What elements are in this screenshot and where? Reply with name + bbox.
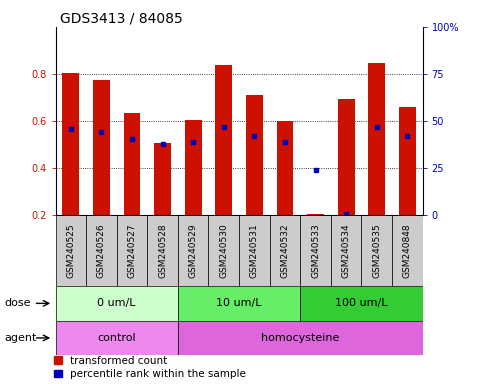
FancyBboxPatch shape [300,215,331,286]
Text: homocysteine: homocysteine [261,333,340,343]
Bar [246,95,263,215]
Text: 100 um/L: 100 um/L [335,298,388,308]
Text: GSM240528: GSM240528 [158,223,167,278]
Text: dose: dose [5,298,31,308]
FancyBboxPatch shape [392,215,423,286]
Bar [178,286,300,321]
Bar [154,143,171,215]
Bar [93,80,110,215]
Bar [369,63,385,215]
Bar [178,321,423,355]
FancyBboxPatch shape [178,215,209,286]
Legend: transformed count, percentile rank within the sample: transformed count, percentile rank withi… [54,356,246,379]
Text: GSM240527: GSM240527 [128,223,137,278]
FancyBboxPatch shape [86,215,117,286]
Text: GSM240533: GSM240533 [311,223,320,278]
FancyBboxPatch shape [56,215,86,286]
Bar [215,65,232,215]
FancyBboxPatch shape [209,215,239,286]
Bar [300,286,423,321]
FancyBboxPatch shape [117,215,147,286]
Bar [124,113,141,215]
FancyBboxPatch shape [331,215,361,286]
Text: GSM240531: GSM240531 [250,223,259,278]
Text: GSM240534: GSM240534 [341,223,351,278]
FancyBboxPatch shape [239,215,270,286]
Bar [307,214,324,215]
Bar [399,107,416,215]
Text: GSM240525: GSM240525 [66,223,75,278]
Text: agent: agent [5,333,37,343]
Text: GDS3413 / 84085: GDS3413 / 84085 [60,12,183,25]
Text: GSM240529: GSM240529 [189,223,198,278]
Bar [277,121,293,215]
Bar [185,120,201,215]
Text: GSM240530: GSM240530 [219,223,228,278]
Bar [62,73,79,215]
Text: GSM240848: GSM240848 [403,223,412,278]
Text: 0 um/L: 0 um/L [98,298,136,308]
Text: 10 um/L: 10 um/L [216,298,262,308]
Text: control: control [98,333,136,343]
FancyBboxPatch shape [361,215,392,286]
Bar [338,99,355,215]
Text: GSM240535: GSM240535 [372,223,381,278]
FancyBboxPatch shape [147,215,178,286]
Bar [56,286,178,321]
Bar [56,321,178,355]
FancyBboxPatch shape [270,215,300,286]
Text: GSM240526: GSM240526 [97,223,106,278]
Text: GSM240532: GSM240532 [281,223,289,278]
